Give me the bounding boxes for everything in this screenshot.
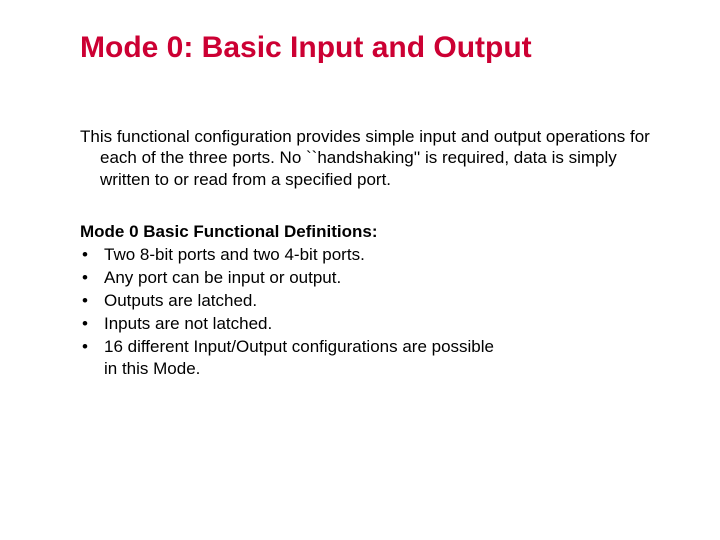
bullet-text: Any port can be input or output. (104, 268, 341, 287)
list-item: • 16 different Input/Output configuration… (80, 336, 660, 359)
bullet-text: Inputs are not latched. (104, 314, 272, 333)
bullet-list: • Two 8-bit ports and two 4-bit ports. • A… (80, 244, 660, 359)
list-item: • Inputs are not latched. (80, 313, 660, 336)
bullet-icon: • (82, 313, 88, 336)
intro-paragraph: This functional configuration provides s… (80, 126, 660, 190)
list-item: • Outputs are latched. (80, 290, 660, 313)
list-item: • Two 8-bit ports and two 4-bit ports. (80, 244, 660, 267)
list-item: • Any port can be input or output. (80, 267, 660, 290)
bullet-text: Two 8-bit ports and two 4-bit ports. (104, 245, 365, 264)
subheading: Mode 0 Basic Functional Definitions: (80, 222, 660, 242)
slide-title: Mode 0: Basic Input and Output (80, 30, 660, 66)
bullet-icon: • (82, 336, 88, 359)
slide-container: Mode 0: Basic Input and Output This func… (0, 0, 720, 540)
bullet-text: Outputs are latched. (104, 291, 257, 310)
bullet-icon: • (82, 244, 88, 267)
bullet-icon: • (82, 290, 88, 313)
bullet-icon: • (82, 267, 88, 290)
trailing-line: in this Mode. (80, 358, 660, 381)
bullet-text: 16 different Input/Output configurations… (104, 337, 494, 356)
